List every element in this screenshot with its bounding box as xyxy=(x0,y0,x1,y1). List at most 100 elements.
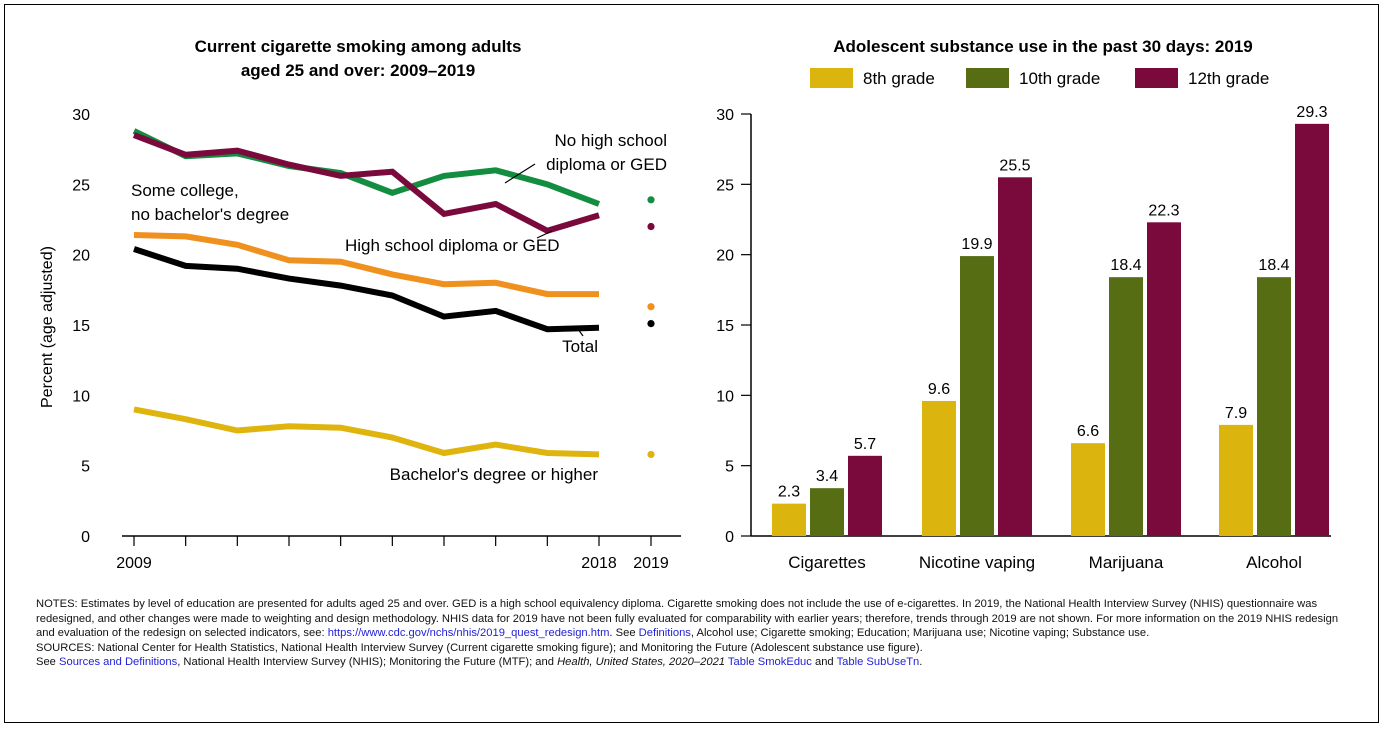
bar-chart-y-ticks: 0 5 10 15 20 25 30 xyxy=(716,107,751,546)
hus-title: Health, United States, 2020–2021 xyxy=(557,656,726,669)
line-chart-2019-points xyxy=(647,196,655,459)
bar-y-tick-label: 30 xyxy=(716,107,734,124)
bar-value-label: 6.6 xyxy=(1077,423,1099,440)
label-hs: High school diploma or GED xyxy=(345,236,559,255)
series-line-bachelors xyxy=(133,406,600,458)
category-label: Cigarettes xyxy=(788,553,865,572)
label-some-college-line2: no bachelor's degree xyxy=(131,205,289,224)
bar-value-label: 2.3 xyxy=(778,484,800,501)
see-also-text: See xyxy=(36,656,60,669)
bar-grade8 xyxy=(1071,443,1105,536)
notes-text: NOTES: Estimates by level of education a… xyxy=(36,598,1339,640)
series-line-hs xyxy=(132,132,600,235)
bar-value-label: 9.6 xyxy=(928,381,950,398)
category-label: Alcohol xyxy=(1246,553,1302,572)
bar-chart: Adolescent substance use in the past 30 … xyxy=(716,37,1331,572)
bar-grade8 xyxy=(922,400,956,536)
y-tick-label: 25 xyxy=(72,177,90,194)
label-bachelors: Bachelor's degree or higher xyxy=(390,465,599,484)
and-text: and xyxy=(811,656,837,669)
category-label: Marijuana xyxy=(1089,553,1164,572)
bar-chart-categories: Cigarettes Nicotine vaping Marijuana Alcoho… xyxy=(788,553,1302,572)
bar-value-label: 29.3 xyxy=(1296,104,1327,121)
bar-grade12 xyxy=(1147,222,1181,536)
definitions-tail: , Alcohol use; Cigarette smoking; Educat… xyxy=(690,627,1150,640)
y-tick-label: 15 xyxy=(72,318,90,335)
bar-value-label: 7.9 xyxy=(1225,405,1247,422)
bar-grade12 xyxy=(1295,123,1329,536)
legend-label-8th: 8th grade xyxy=(863,69,935,88)
sources-paragraph: SOURCES: National Center for Health Stat… xyxy=(36,641,1356,656)
y-tick-label: 30 xyxy=(72,107,90,124)
bar-chart-bars: 2.3 3.4 5.7 9.6 19.9 25.5 6.6 18.4 22.3 7.9 18.4 29… xyxy=(772,104,1329,537)
y-tick-label: 20 xyxy=(72,248,90,265)
line-chart-series xyxy=(132,128,601,458)
bar-grade10 xyxy=(1257,277,1291,536)
bar-value-label: 25.5 xyxy=(999,157,1030,174)
y-tick-label: 5 xyxy=(81,459,90,476)
legend-swatch-8th xyxy=(810,68,853,88)
line-chart-x-ticks: 2009 2018 2019 xyxy=(116,536,669,572)
legend-swatch-12th xyxy=(1135,68,1178,88)
legend-label-10th: 10th grade xyxy=(1019,69,1100,88)
label-no-hs-leader xyxy=(504,163,536,184)
bar-value-label: 18.4 xyxy=(1110,257,1141,274)
bar-value-label: 3.4 xyxy=(816,468,838,485)
bar-grade12 xyxy=(848,455,882,536)
sources-mid-text: , National Health Interview Survey (NHIS… xyxy=(177,656,558,669)
label-total: Total xyxy=(562,337,598,356)
series-line-total xyxy=(133,246,600,333)
bar-y-tick-label: 10 xyxy=(716,388,734,405)
bar-value-label: 18.4 xyxy=(1258,257,1289,274)
label-no-hs-line1: No high school xyxy=(555,131,667,150)
bar-y-tick-label: 20 xyxy=(716,248,734,265)
figure-frame xyxy=(4,4,1379,723)
bar-grade10 xyxy=(1109,277,1143,536)
line-chart-y-ticks: 0 5 10 15 20 25 30 xyxy=(72,107,90,546)
point-2019-total xyxy=(647,319,655,328)
bar-chart-legend: 8th grade 10th grade 12th grade xyxy=(810,68,1269,88)
bar-grade10 xyxy=(960,256,994,536)
x-tick-label-2019: 2019 xyxy=(633,555,669,572)
sources-text: SOURCES: National Center for Health Stat… xyxy=(36,641,923,654)
redesign-link[interactable]: https://www.cdc.gov/nchs/nhis/2019_quest… xyxy=(327,627,610,640)
bar-chart-title: Adolescent substance use in the past 30 … xyxy=(833,37,1253,56)
definitions-link[interactable]: Definitions xyxy=(638,627,691,640)
bar-grade8 xyxy=(1219,424,1253,536)
x-tick-label-2009: 2009 xyxy=(116,555,152,572)
point-2019-hs xyxy=(647,222,655,231)
legend-swatch-10th xyxy=(966,68,1009,88)
y-tick-label: 0 xyxy=(81,529,90,546)
line-chart-ylabel: Percent (age adjusted) xyxy=(39,246,56,408)
x-tick-label-2018: 2018 xyxy=(581,555,617,572)
y-tick-label: 10 xyxy=(72,388,90,405)
bar-y-tick-label: 0 xyxy=(725,529,734,546)
point-2019-no_hs xyxy=(647,196,655,204)
bar-y-tick-label: 15 xyxy=(716,318,734,335)
table-subusetn-link[interactable]: Table SubUseTn xyxy=(836,656,920,669)
line-chart: Current cigarette smoking among adults a… xyxy=(39,37,681,572)
notes-block: NOTES: Estimates by level of education a… xyxy=(36,597,1356,670)
see-also-paragraph: See Sources and Definitions, National He… xyxy=(36,655,1356,670)
bar-grade10 xyxy=(810,488,844,536)
bar-value-label: 19.9 xyxy=(961,236,992,253)
label-some-college-line1: Some college, xyxy=(131,181,239,200)
line-chart-title-line2: aged 25 and over: 2009–2019 xyxy=(241,61,475,80)
table-smokeduc-link[interactable]: Table SmokEduc xyxy=(727,656,812,669)
bar-y-tick-label: 25 xyxy=(716,177,734,194)
series-line-some_college xyxy=(133,232,599,298)
label-hs-leader xyxy=(536,230,553,239)
legend-label-12th: 12th grade xyxy=(1188,69,1269,88)
bar-value-label: 5.7 xyxy=(854,436,876,453)
see-text: . See xyxy=(609,627,639,640)
point-2019-some_college xyxy=(647,303,655,311)
period-text: . xyxy=(919,656,923,669)
point-2019-bachelors xyxy=(647,450,655,459)
line-chart-title-line1: Current cigarette smoking among adults xyxy=(195,37,522,56)
sources-definitions-link[interactable]: Sources and Definitions xyxy=(59,656,178,669)
bar-y-tick-label: 5 xyxy=(725,459,734,476)
label-no-hs-line2: diploma or GED xyxy=(546,155,667,174)
bar-grade12 xyxy=(998,177,1032,537)
bar-grade8 xyxy=(772,503,806,536)
